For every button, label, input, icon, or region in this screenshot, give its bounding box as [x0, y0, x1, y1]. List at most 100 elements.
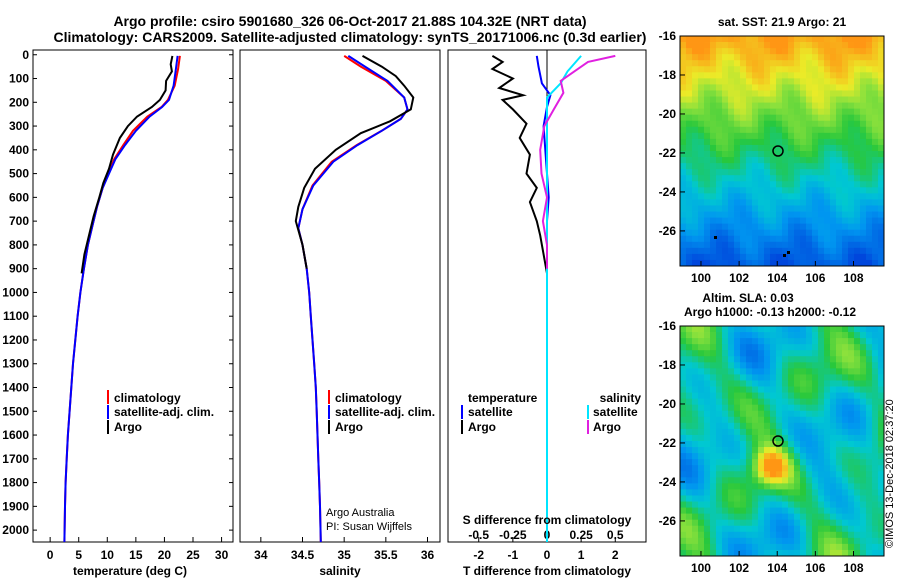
sla-cell [872, 537, 879, 545]
sst-cell [842, 132, 849, 140]
sst-cell [716, 169, 723, 176]
sst-cell [722, 96, 729, 103]
sst-cell [830, 259, 837, 267]
sst-cell [824, 42, 831, 49]
sla-cell [734, 507, 741, 515]
sst-cell [872, 199, 879, 206]
sla-cell [830, 344, 837, 351]
sst-cell [746, 66, 753, 73]
sla-cell [692, 326, 699, 333]
lon-tick-label: 108 [843, 271, 863, 285]
sst-cell [716, 78, 723, 85]
sst-cell [842, 235, 849, 243]
sst-cell [872, 102, 879, 110]
sst-cell [854, 241, 861, 249]
sst-cell [878, 175, 885, 182]
t-diff-argo-line [490, 55, 548, 274]
sst-cell [764, 169, 771, 176]
sst-cell [866, 78, 873, 85]
sla-cell [758, 537, 765, 545]
sst-cell [734, 132, 741, 140]
sla-cell [830, 543, 837, 551]
sst-cell [878, 114, 885, 122]
sla-cell [872, 386, 879, 393]
sla-cell [794, 483, 801, 490]
sla-cell [704, 344, 711, 351]
sst-cell [722, 157, 729, 164]
sst-cell [800, 66, 807, 73]
sst-cell [788, 163, 795, 170]
sla-cell [692, 543, 699, 551]
sla-cell [860, 344, 867, 351]
sst-cell [794, 138, 801, 146]
sst-cell [872, 84, 879, 91]
sla-cell [854, 549, 861, 557]
sst-cell [740, 241, 747, 249]
sst-cell [788, 211, 795, 218]
sla-cell [878, 362, 885, 369]
sla-cell [800, 350, 807, 357]
sla-cell [818, 549, 825, 557]
sla-cell [704, 549, 711, 557]
sla-cell [878, 507, 885, 515]
sla-cell [830, 434, 837, 442]
sla-cell [818, 495, 825, 502]
sla-cell [860, 422, 867, 430]
sst-cell [764, 78, 771, 85]
sst-cell [854, 144, 861, 152]
sla-cell [782, 338, 789, 345]
sla-cell [830, 477, 837, 484]
sla-cell [776, 404, 783, 412]
sla-cell [704, 374, 711, 381]
sla-cell [782, 549, 789, 557]
depth-tick-label: 1400 [2, 381, 29, 395]
sst-cell [692, 211, 699, 218]
sst-cell [854, 157, 861, 164]
sla-cell [830, 338, 837, 345]
sla-cell [824, 416, 831, 424]
sla-cell [716, 477, 723, 484]
sst-cell [710, 144, 717, 152]
sla-cell [854, 368, 861, 375]
sst-cell [686, 223, 693, 231]
sla-cell [872, 471, 879, 478]
sla-cell [776, 549, 783, 557]
sla-cell [788, 368, 795, 375]
sla-cell [806, 441, 813, 448]
sla-cell [860, 549, 867, 557]
sla-cell [722, 507, 729, 515]
sla-cell [842, 374, 849, 381]
sla-cell [764, 356, 771, 363]
sst-cell [824, 247, 831, 255]
sla-cell [860, 477, 867, 484]
sla-cell [722, 447, 729, 454]
sla-cell [704, 362, 711, 369]
sst-cell [872, 241, 879, 249]
sst-cell [758, 132, 765, 140]
sla-cell [812, 477, 819, 484]
sst-cell [734, 175, 741, 182]
sla-cell [866, 338, 873, 345]
sst-cell [878, 229, 885, 237]
sla-cell [830, 441, 837, 448]
lon-tick-label: 102 [729, 271, 749, 285]
sst-cell [836, 187, 843, 194]
sst-cell [782, 60, 789, 67]
sst-cell [806, 235, 813, 243]
sla-cell [860, 495, 867, 502]
sst-cell [686, 211, 693, 218]
sst-cell [734, 235, 741, 243]
sla-cell [680, 495, 687, 502]
sst-cell [752, 151, 759, 158]
sst-cell [698, 48, 705, 55]
sla-cell [716, 543, 723, 551]
salinity-lines [294, 55, 415, 543]
sst-cell [806, 247, 813, 255]
sst-cell [794, 175, 801, 182]
sst-cell [698, 175, 705, 182]
sst-cell [710, 163, 717, 170]
sst-cell [752, 181, 759, 188]
sla-cell [848, 459, 855, 466]
sst-cell [758, 223, 765, 231]
sst-cell [704, 72, 711, 79]
